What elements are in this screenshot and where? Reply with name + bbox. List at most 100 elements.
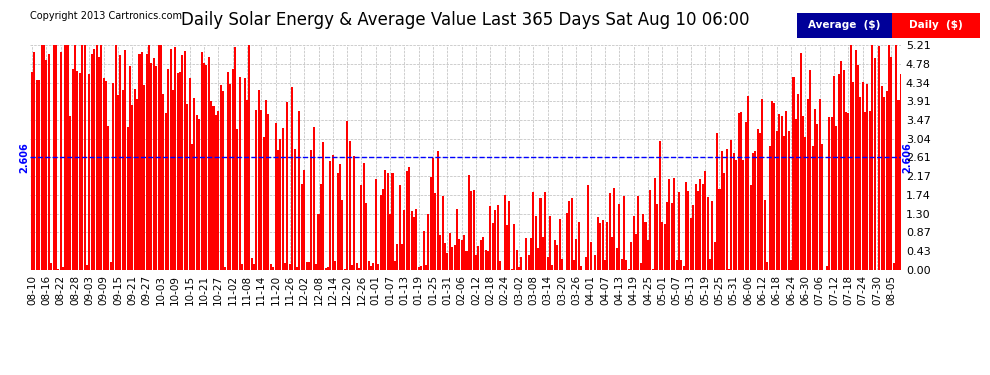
Bar [492,223,494,270]
Bar [201,51,203,270]
Bar [169,48,171,270]
Bar [704,171,706,270]
Bar [48,54,50,270]
Bar [714,242,716,270]
Bar [509,201,511,270]
Bar [34,52,36,270]
Bar [707,197,709,270]
Bar [69,116,71,270]
Bar [110,262,112,270]
Bar [587,185,589,270]
Bar [494,210,496,270]
Bar [43,45,45,270]
Bar [649,190,651,270]
Bar [172,90,174,270]
Bar [521,257,523,270]
Bar [516,250,518,270]
Bar [573,260,575,270]
Bar [807,99,809,270]
Bar [284,263,286,270]
Bar [836,126,838,270]
Bar [795,119,797,270]
Bar [54,45,57,270]
Bar [257,90,259,270]
Bar [814,109,816,270]
Bar [716,133,718,270]
Bar [654,177,656,270]
Bar [176,73,179,270]
Bar [189,78,191,270]
Bar [890,57,892,270]
Bar [164,113,166,270]
Bar [120,56,122,270]
Bar [274,123,276,270]
Bar [196,115,198,270]
Bar [286,102,288,270]
Bar [658,141,661,270]
Bar [437,152,439,270]
Bar [279,139,281,270]
Bar [651,269,653,270]
Bar [616,248,618,270]
Bar [220,85,222,270]
Bar [203,63,205,270]
Bar [124,50,126,270]
Bar [265,100,267,270]
Bar [148,45,150,270]
Bar [484,251,487,270]
Bar [528,255,530,270]
Bar [193,98,195,270]
Bar [76,70,78,270]
Bar [152,58,154,270]
Bar [358,268,360,270]
Bar [330,161,332,270]
Bar [680,260,682,270]
Bar [731,140,733,270]
Bar [115,45,117,270]
Bar [144,84,146,270]
Bar [208,57,210,270]
Bar [487,251,489,270]
Bar [506,225,508,270]
Bar [52,45,54,270]
Bar [213,106,215,270]
Bar [217,111,219,270]
Bar [656,204,658,270]
Bar [470,191,472,270]
Bar [724,173,726,270]
Bar [408,167,410,270]
Bar [184,51,186,270]
Bar [296,267,298,270]
Bar [788,131,790,270]
Bar [105,81,107,270]
Bar [39,80,41,270]
Bar [565,213,567,270]
Bar [678,192,680,270]
Bar [36,80,38,270]
Bar [31,72,33,270]
Bar [98,57,100,270]
Bar [644,222,646,270]
Bar [585,257,587,270]
Bar [360,185,362,270]
Bar [699,179,702,270]
Bar [411,211,413,270]
Bar [776,131,778,270]
Bar [242,264,244,270]
Bar [842,70,844,270]
Bar [805,137,807,270]
Bar [761,99,763,270]
Bar [604,260,606,270]
Bar [327,267,329,270]
Bar [372,263,374,270]
Bar [396,244,398,270]
Bar [726,149,728,270]
Bar [754,151,756,270]
Bar [260,110,262,270]
Bar [733,153,735,270]
Bar [819,99,821,270]
Bar [728,268,730,270]
Bar [272,267,274,270]
Text: 2.606: 2.606 [902,142,912,173]
Bar [556,245,558,270]
